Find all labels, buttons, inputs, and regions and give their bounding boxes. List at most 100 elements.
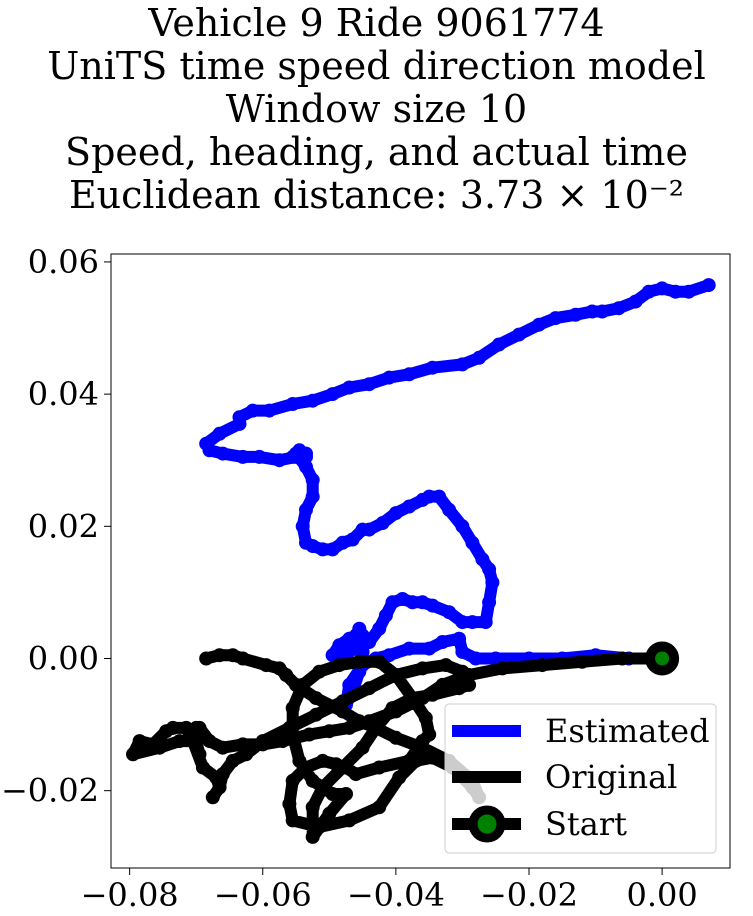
series-point-original <box>309 691 323 706</box>
series-point-original <box>212 780 227 795</box>
series-point-original <box>126 747 140 762</box>
series-point-estimated <box>701 278 716 293</box>
series-point-estimated <box>512 327 526 342</box>
series-point-estimated <box>452 631 467 646</box>
series-point-original <box>189 720 204 735</box>
legend-start-marker <box>468 805 506 843</box>
series-point-original <box>132 734 147 749</box>
series-point-original <box>372 800 387 815</box>
series-point-original <box>179 720 194 735</box>
series-point-estimated <box>362 377 377 392</box>
series-point-estimated <box>465 535 480 550</box>
series-point-original <box>455 664 470 679</box>
y-tick-label: 0.06 <box>28 243 99 281</box>
series-point-estimated <box>245 403 260 418</box>
series-point-original <box>425 750 440 765</box>
series-point-estimated <box>402 499 417 514</box>
series-point-estimated <box>655 281 670 296</box>
title-line-1: Vehicle 9 Ride 9061774 <box>148 1 605 45</box>
series-point-original <box>415 661 430 676</box>
series-point-estimated <box>402 367 417 382</box>
series-point-original <box>415 740 430 755</box>
series-point-original <box>322 724 337 739</box>
series-point-original <box>535 658 550 673</box>
series-point-original <box>438 658 453 673</box>
series-point-estimated <box>305 489 320 504</box>
series-point-original <box>282 796 297 811</box>
series-point-estimated <box>232 410 247 425</box>
series-point-original <box>192 747 207 762</box>
series-point-estimated <box>455 644 470 659</box>
series-point-original <box>185 734 200 749</box>
series-point-original <box>368 720 383 735</box>
series-point-original <box>615 651 630 666</box>
series-point-original <box>239 747 254 762</box>
series-point-estimated <box>478 615 493 630</box>
series-point-original <box>302 727 317 742</box>
series-point-original <box>275 734 290 749</box>
series-point-estimated <box>335 535 350 550</box>
series-point-original <box>392 770 407 785</box>
series-point-original <box>435 677 450 692</box>
series-point-estimated <box>628 294 643 309</box>
series-point-estimated <box>285 397 300 411</box>
series-point-estimated <box>342 380 357 395</box>
series-point-original <box>332 658 347 673</box>
series-point-estimated <box>425 598 440 613</box>
series-point-original <box>285 727 300 742</box>
series-point-original <box>329 757 343 772</box>
series-point-original <box>348 767 363 782</box>
series-point-original <box>315 753 330 768</box>
series-point-estimated <box>668 284 683 299</box>
legend-label-original: Original <box>545 758 677 796</box>
series-point-estimated <box>272 453 287 468</box>
series-point-estimated <box>455 615 470 630</box>
series-point-estimated <box>442 502 457 517</box>
series-point-original <box>255 734 270 749</box>
series-point-original <box>195 760 210 775</box>
series-point-estimated <box>299 535 313 550</box>
series-point-estimated <box>455 519 470 534</box>
series-point-estimated <box>585 304 600 319</box>
series-point-original <box>362 681 377 696</box>
series-point-original <box>212 648 227 663</box>
series-point-estimated <box>532 317 546 332</box>
x-tick-label: −0.02 <box>480 876 578 914</box>
series-point-estimated <box>492 337 506 352</box>
series-point-original <box>299 760 313 775</box>
series-point-estimated <box>342 631 357 646</box>
series-point-estimated <box>235 449 250 464</box>
title-line-5: Euclidean distance: 3.73 × 10⁻² <box>68 173 685 217</box>
series-point-original <box>305 800 320 815</box>
series-point-original <box>575 654 590 669</box>
series-point-original <box>305 829 320 844</box>
series-point-original <box>312 820 327 834</box>
series-point-estimated <box>362 635 377 649</box>
series-point-estimated <box>568 307 583 322</box>
series-point-estimated <box>348 641 363 656</box>
series-point-estimated <box>548 311 563 326</box>
series-point-estimated <box>325 542 340 557</box>
y-tick-label: −0.02 <box>1 772 99 810</box>
series-point-original <box>259 658 274 673</box>
series-point-estimated <box>442 605 457 620</box>
series-point-original <box>272 661 287 676</box>
series-point-original <box>285 701 300 716</box>
series-point-original <box>452 681 467 696</box>
series-point-estimated <box>475 552 490 567</box>
series-point-estimated <box>299 459 313 474</box>
series-point-original <box>145 737 160 752</box>
series-point-original <box>215 767 230 782</box>
title-line-4: Speed, heading, and actual time <box>65 130 688 174</box>
series-point-original <box>322 806 337 821</box>
series-point-estimated <box>641 284 656 299</box>
series-point-estimated <box>215 446 230 461</box>
series-point-original <box>225 753 240 768</box>
x-tick-label: 0.00 <box>626 876 697 914</box>
y-tick-label: 0.02 <box>28 507 99 545</box>
series-point-estimated <box>199 436 214 451</box>
series-point-estimated <box>485 575 500 590</box>
series-point-original <box>205 790 220 805</box>
series-point-original <box>285 773 300 788</box>
series-point-estimated <box>482 562 497 577</box>
